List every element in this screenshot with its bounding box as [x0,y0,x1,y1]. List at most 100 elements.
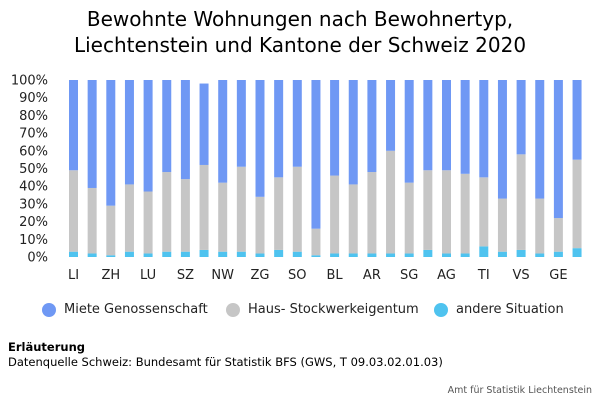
y-tick-label: 90% [19,91,48,106]
bar-segment-miete[interactable] [386,80,396,151]
bar-segment-eigentum[interactable] [87,187,97,254]
bar-segment-andere[interactable] [255,253,265,257]
legend-label: Miete Genossenschaft [64,302,208,317]
bar-segment-miete[interactable] [274,80,284,178]
bar-segment-eigentum[interactable] [106,205,116,256]
bar-segment-miete[interactable] [69,80,78,171]
bar-segment-eigentum[interactable] [423,170,433,250]
bar-segment-andere[interactable] [442,253,451,257]
bar-segment-miete[interactable] [460,80,470,174]
bar-segment-eigentum[interactable] [442,170,451,254]
bar-segment-andere[interactable] [199,249,209,257]
bar-segment-andere[interactable] [535,253,545,257]
bar-segment-miete[interactable] [423,80,433,171]
bar-segment-miete[interactable] [143,80,153,192]
bar-segment-eigentum[interactable] [199,164,209,250]
bar-segment-eigentum[interactable] [124,184,134,252]
bar-segment-andere[interactable] [367,253,377,257]
bar-segment-miete[interactable] [199,83,209,165]
bar-segment-andere[interactable] [274,249,284,257]
bar-segment-miete[interactable] [311,80,321,229]
bar-segment-eigentum[interactable] [236,166,246,252]
bar-segment-eigentum[interactable] [255,196,265,254]
bar-segment-andere[interactable] [330,253,340,257]
bar-segment-andere[interactable] [460,253,470,257]
bar-segment-andere[interactable] [87,253,97,257]
bar-segment-andere[interactable] [143,253,153,257]
y-tick-label: 60% [19,144,48,159]
bar-segment-andere[interactable] [404,253,414,257]
note-text: Datenquelle Schweiz: Bundesamt für Stati… [8,355,443,369]
bar-segment-andere[interactable] [311,255,321,257]
bar-segment-eigentum[interactable] [330,175,340,254]
bar-segment-andere[interactable] [292,251,302,257]
bar-segment-andere[interactable] [479,246,489,257]
bar-segment-eigentum[interactable] [460,173,470,254]
bar-segment-miete[interactable] [535,80,545,199]
legend-swatch-cyan [434,302,448,317]
bar-segment-miete[interactable] [180,80,190,180]
bar-segment-miete[interactable] [367,80,377,173]
bar-segment-eigentum[interactable] [143,191,153,254]
legend: Miete Genossenschaft Haus- Stockwerkeige… [0,300,600,324]
legend-label: Haus- Stockwerkeigentum [248,302,419,317]
bar-segment-eigentum[interactable] [404,182,414,254]
bar-segment-eigentum[interactable] [274,177,284,250]
bar-segment-miete[interactable] [106,80,116,206]
y-tick-label: 10% [19,233,48,248]
bar-segment-andere[interactable] [386,253,396,257]
bar-segment-andere[interactable] [516,249,526,257]
bar-segment-miete[interactable] [497,80,507,199]
bar-segment-eigentum[interactable] [218,182,228,252]
bar-segment-eigentum[interactable] [479,177,489,247]
bar-segment-miete[interactable] [255,80,265,197]
bar-segment-andere[interactable] [69,251,78,257]
bar-segment-miete[interactable] [516,80,526,155]
bar-segment-andere[interactable] [124,251,134,257]
bar-segment-miete[interactable] [218,80,228,183]
bar-segment-andere[interactable] [423,249,433,257]
bar-segment-eigentum[interactable] [572,159,582,249]
bar-segment-eigentum[interactable] [516,154,526,250]
x-tick-label: SG [400,268,418,283]
bar-segment-miete[interactable] [348,80,358,185]
bar-segment-eigentum[interactable] [69,170,78,252]
bar-segment-miete[interactable] [236,80,246,167]
y-tick-label: 20% [19,215,48,230]
bar-segment-andere[interactable] [572,248,582,257]
bar-segment-miete[interactable] [162,80,172,173]
bar-segment-miete[interactable] [553,80,563,219]
bar-segment-andere[interactable] [553,251,563,257]
bar-segment-andere[interactable] [106,255,116,257]
bar-segment-eigentum[interactable] [348,184,358,254]
legend-swatch-blue [42,302,56,317]
bar-segment-eigentum[interactable] [162,172,172,252]
bar-segment-eigentum[interactable] [386,150,396,254]
bar-segment-eigentum[interactable] [180,179,190,252]
bar-segment-andere[interactable] [236,251,246,257]
bar-segment-miete[interactable] [330,80,340,176]
bar-segment-miete[interactable] [442,80,451,171]
y-tick-label: 40% [19,180,48,195]
bar-segment-andere[interactable] [348,253,358,257]
bar-segment-eigentum[interactable] [535,198,545,254]
bar-segment-eigentum[interactable] [553,218,563,252]
bar-segment-andere[interactable] [497,251,507,257]
bar-segment-eigentum[interactable] [311,228,321,256]
bar-segment-miete[interactable] [404,80,414,183]
bar-segment-miete[interactable] [479,80,489,178]
bar-segment-eigentum[interactable] [292,166,302,252]
bar-segment-miete[interactable] [124,80,134,185]
legend-item-andere[interactable]: andere Situation [434,302,564,317]
bar-segment-miete[interactable] [572,80,582,160]
legend-item-eigentum[interactable]: Haus- Stockwerkeigentum [226,302,419,317]
x-tick-label: AR [363,268,381,283]
bar-segment-miete[interactable] [292,80,302,167]
bar-segment-andere[interactable] [180,251,190,257]
bar-segment-andere[interactable] [162,251,172,257]
bar-segment-eigentum[interactable] [497,198,507,252]
bar-segment-eigentum[interactable] [367,172,377,254]
bar-segment-andere[interactable] [218,251,228,257]
legend-item-miete[interactable]: Miete Genossenschaft [42,302,208,317]
bar-segment-miete[interactable] [87,80,97,188]
